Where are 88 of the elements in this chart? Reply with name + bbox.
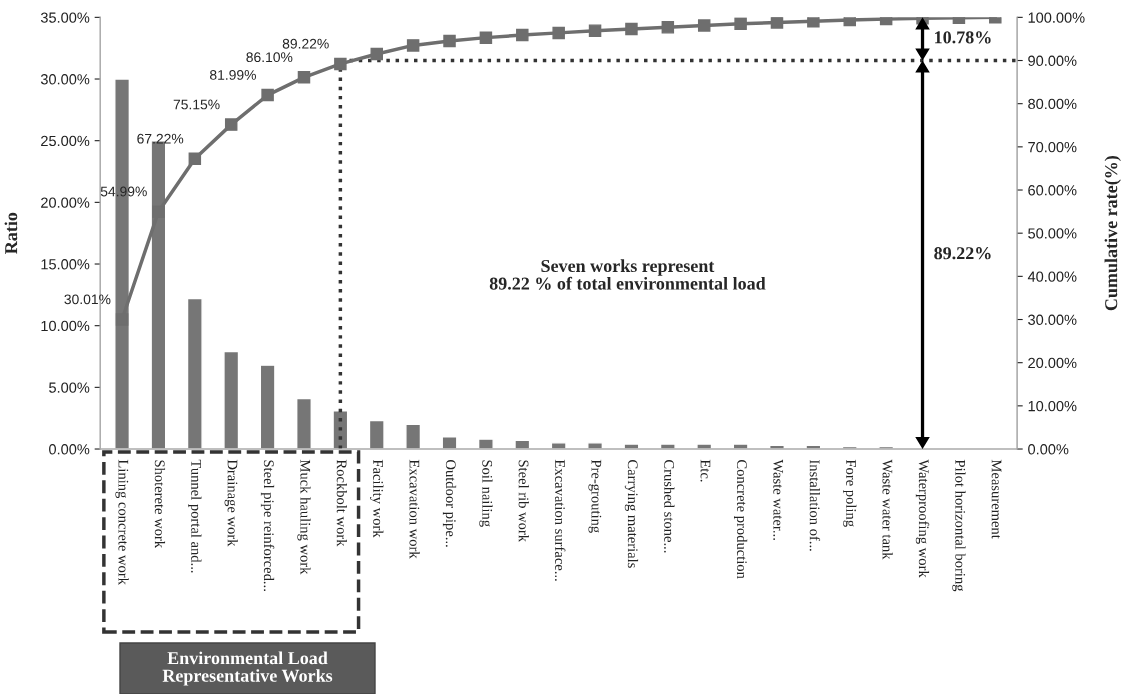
x-tick-label: Excavation work — [409, 459, 420, 559]
x-tick-label: Steel pipe reinforced... — [260, 460, 275, 591]
y2-tick-label: 20.00% — [1028, 357, 1077, 369]
x-tick-label: Pilot horizontal boring — [952, 459, 966, 592]
x-tick-label: Pre-grouting — [588, 459, 602, 533]
point — [661, 21, 675, 34]
annotation: 89.22% — [934, 247, 991, 260]
bar — [332, 410, 349, 450]
y-tick-label: 10.00% — [41, 320, 90, 332]
x-tick-label: Waste water... — [773, 459, 784, 540]
x-tick-label: Tunnel portal and... — [188, 459, 202, 573]
data-label: 30.01% — [64, 294, 111, 305]
point — [443, 34, 456, 48]
point — [697, 19, 711, 32]
y2-tick-label: 0.00% — [1028, 444, 1069, 455]
y2-tick-label: 40.00% — [1027, 271, 1077, 282]
y2-tick-label: 90.00% — [1028, 55, 1077, 66]
data-label: 81.99% — [209, 70, 256, 80]
point — [297, 71, 311, 84]
annotation: Seven works represent 89.22 % of total environmental load — [489, 259, 766, 290]
bar — [223, 350, 240, 450]
x-tick-label: Muck hauling work — [297, 459, 311, 575]
bar — [477, 438, 494, 450]
y-tick-label: 25.00% — [41, 135, 90, 147]
y2-tick-label: 50.00% — [1028, 228, 1077, 239]
y2-tick-label: 60.00% — [1028, 185, 1077, 196]
annotation: 10.78% — [935, 31, 991, 44]
x-tick-label: Waterproofing work — [915, 459, 930, 578]
y2-tick-label: 70.00% — [1028, 141, 1077, 153]
point — [406, 39, 420, 52]
x-tick-label: Facility work — [370, 459, 384, 538]
bar — [259, 364, 276, 450]
bar — [368, 419, 385, 450]
y-tick-label: 15.00% — [41, 259, 90, 270]
bar — [696, 443, 713, 450]
point — [516, 28, 529, 42]
x-tick-label: Carrying materials — [624, 460, 639, 568]
point — [625, 22, 638, 36]
y-tick-label: 5.00% — [49, 382, 90, 393]
point — [588, 24, 602, 37]
x-tick-label: Outdoor pipe... — [442, 460, 457, 547]
bar — [732, 443, 749, 450]
y2-tick-label: 80.00% — [1028, 98, 1077, 110]
point — [807, 17, 820, 28]
bar — [659, 443, 676, 450]
point — [770, 17, 784, 29]
x-tick-label: Etc. — [700, 459, 711, 482]
data-label: 86.10% — [246, 52, 293, 63]
x-tick-label: Lining concrete work — [115, 459, 129, 585]
point — [224, 118, 238, 131]
point — [115, 313, 129, 326]
bar — [405, 423, 422, 450]
y2-axis-title: Cumulative rate(%) — [1104, 156, 1121, 311]
point — [261, 88, 274, 102]
point — [479, 31, 493, 44]
bar — [296, 397, 312, 450]
x-tick-label: Measurement — [991, 459, 1002, 539]
y-tick-label: 0.00% — [49, 444, 90, 455]
data-label: 89.22% — [282, 38, 329, 49]
x-tick-label: Soil nailing — [479, 460, 493, 527]
point — [152, 205, 165, 218]
y-tick-label: 20.00% — [41, 197, 90, 208]
x-tick-label: Rockbolt work — [336, 459, 347, 547]
data-label: 75.15% — [173, 99, 220, 110]
data-label: 67.22% — [137, 133, 184, 144]
x-tick-label: Waste water tank — [882, 459, 893, 560]
x-tick-label: Concrete production — [733, 460, 748, 579]
y-axis-title: Ratio — [4, 212, 18, 254]
x-tick-label: Excavation surface... — [554, 459, 566, 581]
x-tick-label: Crushed stone... — [664, 460, 675, 553]
point — [370, 47, 384, 61]
y-tick-label: 30.00% — [40, 74, 90, 85]
x-tick-label: Fore poling — [843, 459, 857, 527]
x-tick-label: Shoterete work — [154, 460, 166, 549]
bar — [186, 297, 203, 450]
y2-tick-label: 10.00% — [1028, 400, 1077, 412]
point — [188, 152, 202, 166]
point — [734, 17, 747, 31]
point — [552, 26, 565, 40]
bar — [623, 443, 640, 450]
x-tick-label: Installation of... — [809, 459, 821, 551]
text: Environmental Load Representative Works — [162, 651, 333, 686]
y-tick-label: 35.00% — [40, 12, 90, 23]
x-tick-label: Steel rib work — [518, 460, 529, 543]
point — [334, 57, 347, 71]
y2-tick-label: 100.00% — [1028, 12, 1085, 23]
y2-tick-label: 30.00% — [1028, 314, 1077, 325]
x-tick-label: Drainage work — [224, 459, 238, 547]
